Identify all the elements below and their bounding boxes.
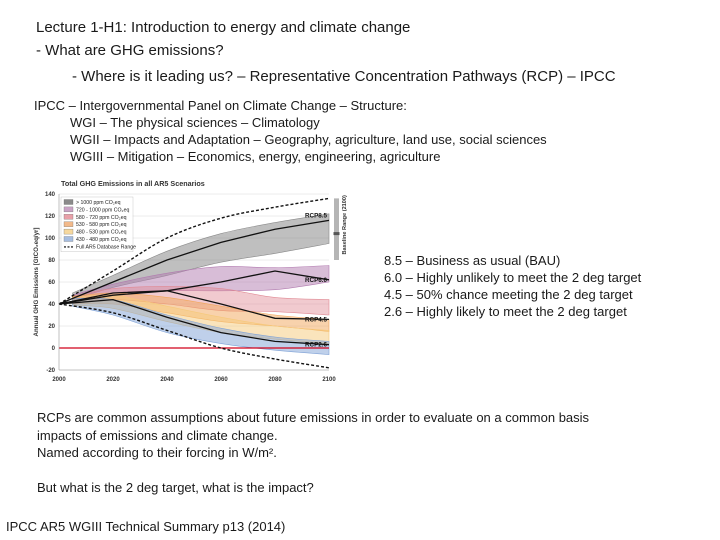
legend-label: > 1000 ppm CO₂eq xyxy=(76,200,121,206)
y-tick-label: 100 xyxy=(45,236,56,242)
envelope-lower-line xyxy=(58,303,330,369)
x-tick-label: 2080 xyxy=(268,377,282,383)
legend-swatch xyxy=(63,206,74,213)
chart-title: Total GHG Emissions in all AR5 Scenarios xyxy=(61,179,205,188)
legend-label: 720 - 1000 ppm CO₂eq xyxy=(76,207,129,213)
legend-swatch xyxy=(63,214,74,220)
y-tick-label: 40 xyxy=(48,302,55,308)
legend-swatch xyxy=(63,221,74,227)
bullet-1-text: What are GHG emissions? xyxy=(45,42,224,59)
rcp-label: RCP8.5 xyxy=(305,212,328,219)
rcp-label: RCP2.6 xyxy=(305,342,328,349)
bullet-2-text: Where is it leading us? – Representative… xyxy=(81,68,616,85)
legend-swatch xyxy=(63,236,74,242)
baseline-range-label: Baseline Range (2100) xyxy=(342,195,348,255)
rcp-line xyxy=(58,290,330,321)
y-tick-label: 120 xyxy=(45,214,56,220)
bullet-1: - What are GHG emissions? xyxy=(36,42,224,59)
bullet-2: - Where is it leading us? – Representati… xyxy=(72,68,616,85)
wg-line-2: WGII – Impacts and Adaptation – Geograph… xyxy=(70,132,547,147)
lecture-label: Lecture 1-H1 xyxy=(36,19,123,36)
rcp-note-45: 4.5 – 50% chance meeting the 2 deg targe… xyxy=(384,287,633,302)
legend-label: Full AR5 Database Range xyxy=(76,244,136,250)
wg-line-1: WGI – The physical sciences – Climatolog… xyxy=(70,115,320,130)
rcp-explain-3: Named according to their forcing in W/m²… xyxy=(37,445,277,460)
rcp-explain-2: impacts of emissions and climate change. xyxy=(37,428,278,443)
x-tick-label: 2020 xyxy=(106,377,120,383)
legend-label: 480 - 530 ppm CO₂eq xyxy=(76,230,127,236)
rcp-line xyxy=(58,219,330,305)
wg-line-3: WGIII – Mitigation – Economics, energy, … xyxy=(70,149,441,164)
rcp-explain-1: RCPs are common assumptions about future… xyxy=(37,410,590,425)
legend-label: 530 - 580 ppm CO₂eq xyxy=(76,222,127,228)
y-tick-label: 80 xyxy=(48,258,55,264)
rcp-label: RCP4.5 xyxy=(305,316,328,323)
y-tick-label: 60 xyxy=(48,280,55,286)
rcp-note-85: 8.5 – Business as usual (BAU) xyxy=(384,253,561,268)
rcp-line xyxy=(58,270,330,305)
legend-swatch xyxy=(63,199,74,205)
rcp-note-60: 6.0 – Highly unlikely to meet the 2 deg … xyxy=(384,270,642,285)
x-tick-label: 2060 xyxy=(214,377,228,383)
rcp-line xyxy=(58,298,330,346)
x-tick-label: 2100 xyxy=(322,377,336,383)
baseline-median-marker xyxy=(333,232,340,236)
source-citation: IPCC AR5 WGIII Technical Summary p13 (20… xyxy=(6,519,286,534)
bullet-dash-icon: - xyxy=(36,42,46,59)
y-tick-label: 140 xyxy=(45,192,56,198)
baseline-range-bar xyxy=(334,198,339,260)
ghg-emissions-chart: Total GHG Emissions in all AR5 Scenarios… xyxy=(33,179,348,383)
envelope-upper-line xyxy=(58,197,330,305)
x-tick-label: 2040 xyxy=(160,377,174,383)
legend-swatch xyxy=(63,228,74,235)
y-tick-label: 0 xyxy=(52,346,56,352)
ipcc-line: IPCC – Intergovernmental Panel on Climat… xyxy=(34,98,407,113)
rcp-label: RCP6.0 xyxy=(305,277,328,284)
legend-label: 430 - 480 ppm CO₂eq xyxy=(76,237,127,243)
y-tick-label: 20 xyxy=(48,324,55,330)
question-text: But what is the 2 deg target, what is th… xyxy=(37,480,314,495)
lecture-title: : Introduction to energy and climate cha… xyxy=(122,19,411,36)
rcp-note-26: 2.6 – Highly likely to meet the 2 deg ta… xyxy=(384,304,627,319)
y-tick-label: -20 xyxy=(46,368,55,374)
legend-label: 580 - 720 ppm CO₂eq xyxy=(76,215,127,221)
bullet-dash-icon: - xyxy=(72,68,82,85)
lecture-heading: Lecture 1-H1: Introduction to energy and… xyxy=(36,19,410,36)
x-tick-label: 2000 xyxy=(52,377,66,383)
y-axis-label: Annual GHG Emissions [GtCO₂eq/yr] xyxy=(33,228,40,337)
